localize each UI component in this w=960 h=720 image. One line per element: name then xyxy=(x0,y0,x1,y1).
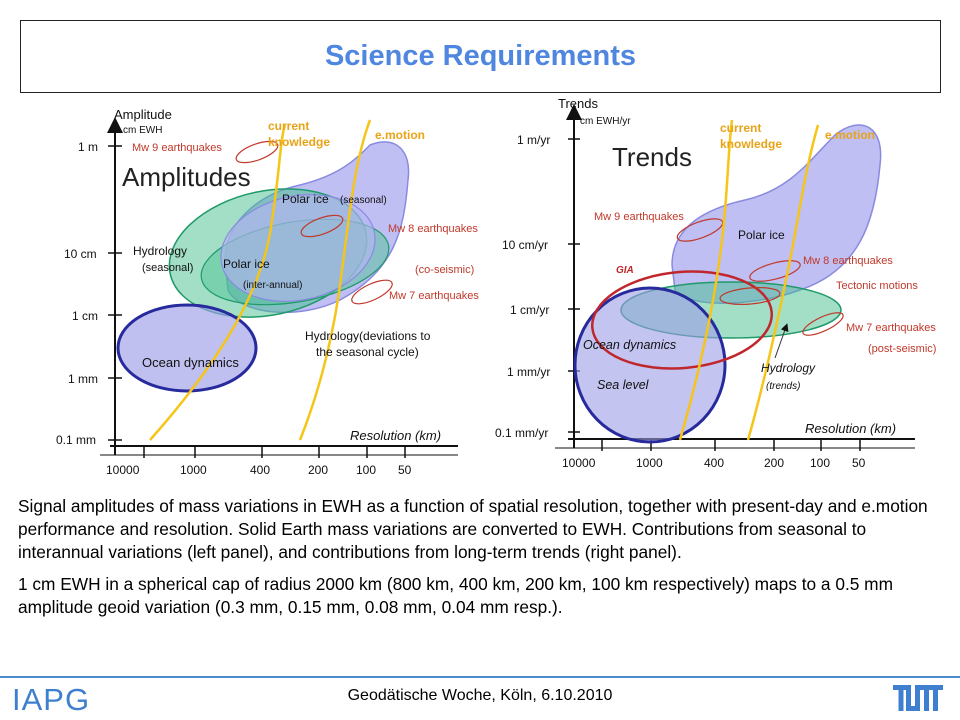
right-x-axis-title: Resolution (km) xyxy=(805,421,896,436)
right-current-knowledge-label-2: knowledge xyxy=(720,137,782,151)
left-ocean-ellipse xyxy=(116,303,258,393)
left-x-tick-100: 100 xyxy=(356,463,376,477)
left-y-tick-10cm: 10 cm xyxy=(64,247,97,261)
left-x-tick-400: 400 xyxy=(250,463,270,477)
left-y-axis-unit: cm EWH xyxy=(123,125,162,136)
right-x-tick-10000: 10000 xyxy=(562,456,596,470)
right-x-tick-400: 400 xyxy=(704,456,724,470)
right-x-tick-200: 200 xyxy=(764,456,784,470)
right-y-tick-1m: 1 m/yr xyxy=(517,133,550,147)
right-mw7-label: Mw 7 earthquakes xyxy=(846,322,936,334)
left-x-tick-200: 200 xyxy=(308,463,328,477)
right-current-knowledge-curve xyxy=(678,119,734,441)
left-x-axis-title: Resolution (km) xyxy=(350,428,441,443)
left-mw8-label: Mw 8 earthquakes xyxy=(388,223,478,235)
left-y-tick-1mm: 1 mm xyxy=(68,372,98,386)
left-coseismic-label: (co-seismic) xyxy=(415,264,474,276)
right-emotion-label: e.motion xyxy=(825,128,875,142)
right-x-tick-1000: 1000 xyxy=(636,456,663,470)
left-mw9-label: Mw 9 earthquakes xyxy=(132,142,222,154)
right-mw7-ellipse xyxy=(802,312,844,336)
left-x-tick-1000: 1000 xyxy=(180,463,207,477)
left-mw7-ellipse xyxy=(351,279,393,305)
right-y-tick-1cm: 1 cm/yr xyxy=(510,303,549,317)
title-box: Science Requirements xyxy=(20,20,941,93)
left-emotion-label: e.motion xyxy=(375,128,425,142)
left-current-knowledge-label-2: knowledge xyxy=(268,135,330,149)
left-polar-seasonal-label-b: (seasonal) xyxy=(340,195,387,206)
left-y-axis-title: Amplitude xyxy=(114,107,172,122)
right-mw8-label: Mw 8 earthquakes xyxy=(803,255,893,267)
right-ocean-label: Ocean dynamics xyxy=(583,338,676,352)
left-polar-ia-label-a: Polar ice xyxy=(223,257,270,271)
right-polar-blob xyxy=(671,124,882,304)
right-hydrology-arrow xyxy=(774,323,789,359)
left-hydro-dev-label-b: the seasonal cycle) xyxy=(316,345,419,359)
right-tectonic-label: Tectonic motions xyxy=(836,280,918,292)
right-emotion-curve xyxy=(746,124,820,441)
caption-paragraph-2: 1 cm EWH in a spherical cap of radius 20… xyxy=(18,574,893,617)
left-y-tick-1m: 1 m xyxy=(78,140,98,154)
left-x-tick-10000: 10000 xyxy=(106,463,140,477)
right-panel: Trends cm EWH/yr 1 m/yr 10 cm/yr 1 cm/yr… xyxy=(495,96,936,470)
left-hydro-seasonal-label-a: Hydrology xyxy=(133,244,187,258)
right-x-tick-100: 100 xyxy=(810,456,830,470)
right-gia-label: GIA xyxy=(616,265,634,276)
slide-title: Science Requirements xyxy=(324,40,637,72)
left-ocean-label: Ocean dynamics xyxy=(142,355,239,370)
left-polar-seasonal-label-a: Polar ice xyxy=(282,192,329,206)
right-x-tick-50: 50 xyxy=(852,456,866,470)
right-current-knowledge-label-1: current xyxy=(720,121,761,135)
right-y-tick-10cm: 10 cm/yr xyxy=(502,238,548,252)
right-tectonic-small-ellipse xyxy=(719,287,781,305)
right-y-tick-1mm: 1 mm/yr xyxy=(507,365,550,379)
iapg-logo: IAPG xyxy=(12,682,91,717)
left-hydro-dev-label-a: Hydrology(deviations to xyxy=(305,329,431,343)
left-mw9-ellipse xyxy=(235,140,279,164)
left-mw8-ellipse xyxy=(300,214,344,238)
right-hydro-label-a: Hydrology xyxy=(761,361,816,375)
caption-paragraph-1: Signal amplitudes of mass variations in … xyxy=(18,496,928,562)
left-current-knowledge-label-1: current xyxy=(268,119,309,133)
left-y-tick-1cm: 1 cm xyxy=(72,309,98,323)
left-hydro-seasonal-label-b: (seasonal) xyxy=(142,262,193,274)
right-hydro-label-b: (trends) xyxy=(766,381,800,392)
left-current-knowledge-curve xyxy=(149,124,287,441)
caption: Signal amplitudes of mass variations in … xyxy=(18,495,948,628)
right-y-axis-unit: cm EWH/yr xyxy=(580,116,631,127)
right-mw9-ellipse xyxy=(676,218,724,242)
footer: IAPG Geodätische Woche, Köln, 6.10.2010 xyxy=(0,676,960,720)
left-panel: Amplitude cm EWH 1 m 10 cm 1 cm 1 mm 0.1… xyxy=(56,107,479,477)
left-polar-ia-label-b: (inter-annual) xyxy=(243,280,302,291)
tum-logo xyxy=(893,685,943,711)
right-mw8-ellipse xyxy=(749,260,801,282)
left-y-tick-0.1mm: 0.1 mm xyxy=(56,433,96,447)
right-panel-title: Trends xyxy=(612,142,692,172)
footer-divider xyxy=(0,676,960,678)
right-polar-label: Polar ice xyxy=(738,228,785,242)
left-mw7-label: Mw 7 earthquakes xyxy=(389,290,479,302)
right-postseismic-label: (post-seismic) xyxy=(868,343,936,355)
left-x-tick-50: 50 xyxy=(398,463,412,477)
right-ocean-ellipse xyxy=(573,286,727,444)
left-panel-title: Amplitudes xyxy=(122,162,251,192)
right-sealevel-label: Sea level xyxy=(597,378,650,392)
right-gia-ellipse xyxy=(590,270,774,370)
right-y-tick-0.1mm: 0.1 mm/yr xyxy=(495,426,548,440)
right-y-axis-title: Trends xyxy=(558,96,598,111)
footer-text: Geodätische Woche, Köln, 6.10.2010 xyxy=(347,687,613,704)
left-emotion-curve xyxy=(298,119,372,441)
right-mw9-label: Mw 9 earthquakes xyxy=(594,211,684,223)
